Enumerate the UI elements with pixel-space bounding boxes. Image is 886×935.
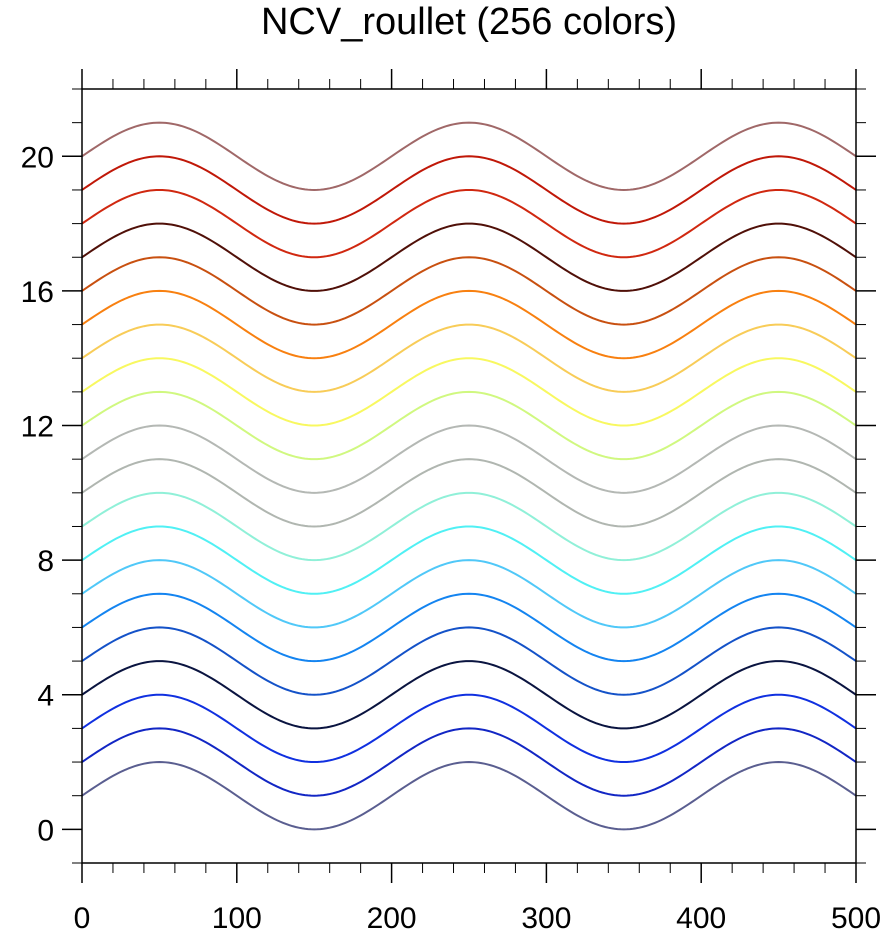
x-tick-label: 200 xyxy=(367,902,417,935)
series-line-15 xyxy=(81,289,857,360)
series-line-8 xyxy=(81,525,857,595)
series-line-20 xyxy=(81,121,857,191)
series-line-6 xyxy=(81,592,857,663)
series-line-4 xyxy=(81,660,857,730)
plot-frame xyxy=(81,88,857,864)
series-line-1 xyxy=(81,761,857,831)
x-tick-label: 0 xyxy=(74,902,91,935)
series-line-2 xyxy=(81,727,857,797)
y-tick-label: 16 xyxy=(21,276,54,309)
y-tick-label: 12 xyxy=(21,411,54,444)
series-line-11 xyxy=(81,424,857,494)
series-line-17 xyxy=(81,222,857,292)
series-line-13 xyxy=(81,357,857,427)
x-tick-label: 100 xyxy=(212,902,262,935)
series-line-16 xyxy=(81,256,857,326)
y-tick-label: 4 xyxy=(37,680,54,713)
series-line-9 xyxy=(81,491,857,562)
series-line-5 xyxy=(81,626,857,696)
chart-title: NCV_roullet (256 colors) xyxy=(261,1,677,43)
y-tick-label: 20 xyxy=(21,141,54,174)
x-tick-label: 300 xyxy=(521,902,571,935)
series-line-14 xyxy=(81,323,857,393)
series-line-10 xyxy=(81,458,857,528)
y-tick-label: 0 xyxy=(37,814,54,847)
series-line-3 xyxy=(81,693,857,764)
series-line-19 xyxy=(81,155,857,225)
series-line-12 xyxy=(81,390,857,461)
series-line-18 xyxy=(81,188,857,259)
x-tick-label: 500 xyxy=(831,902,881,935)
y-tick-label: 8 xyxy=(37,545,54,578)
x-tick-label: 400 xyxy=(676,902,726,935)
series-line-7 xyxy=(81,559,857,629)
